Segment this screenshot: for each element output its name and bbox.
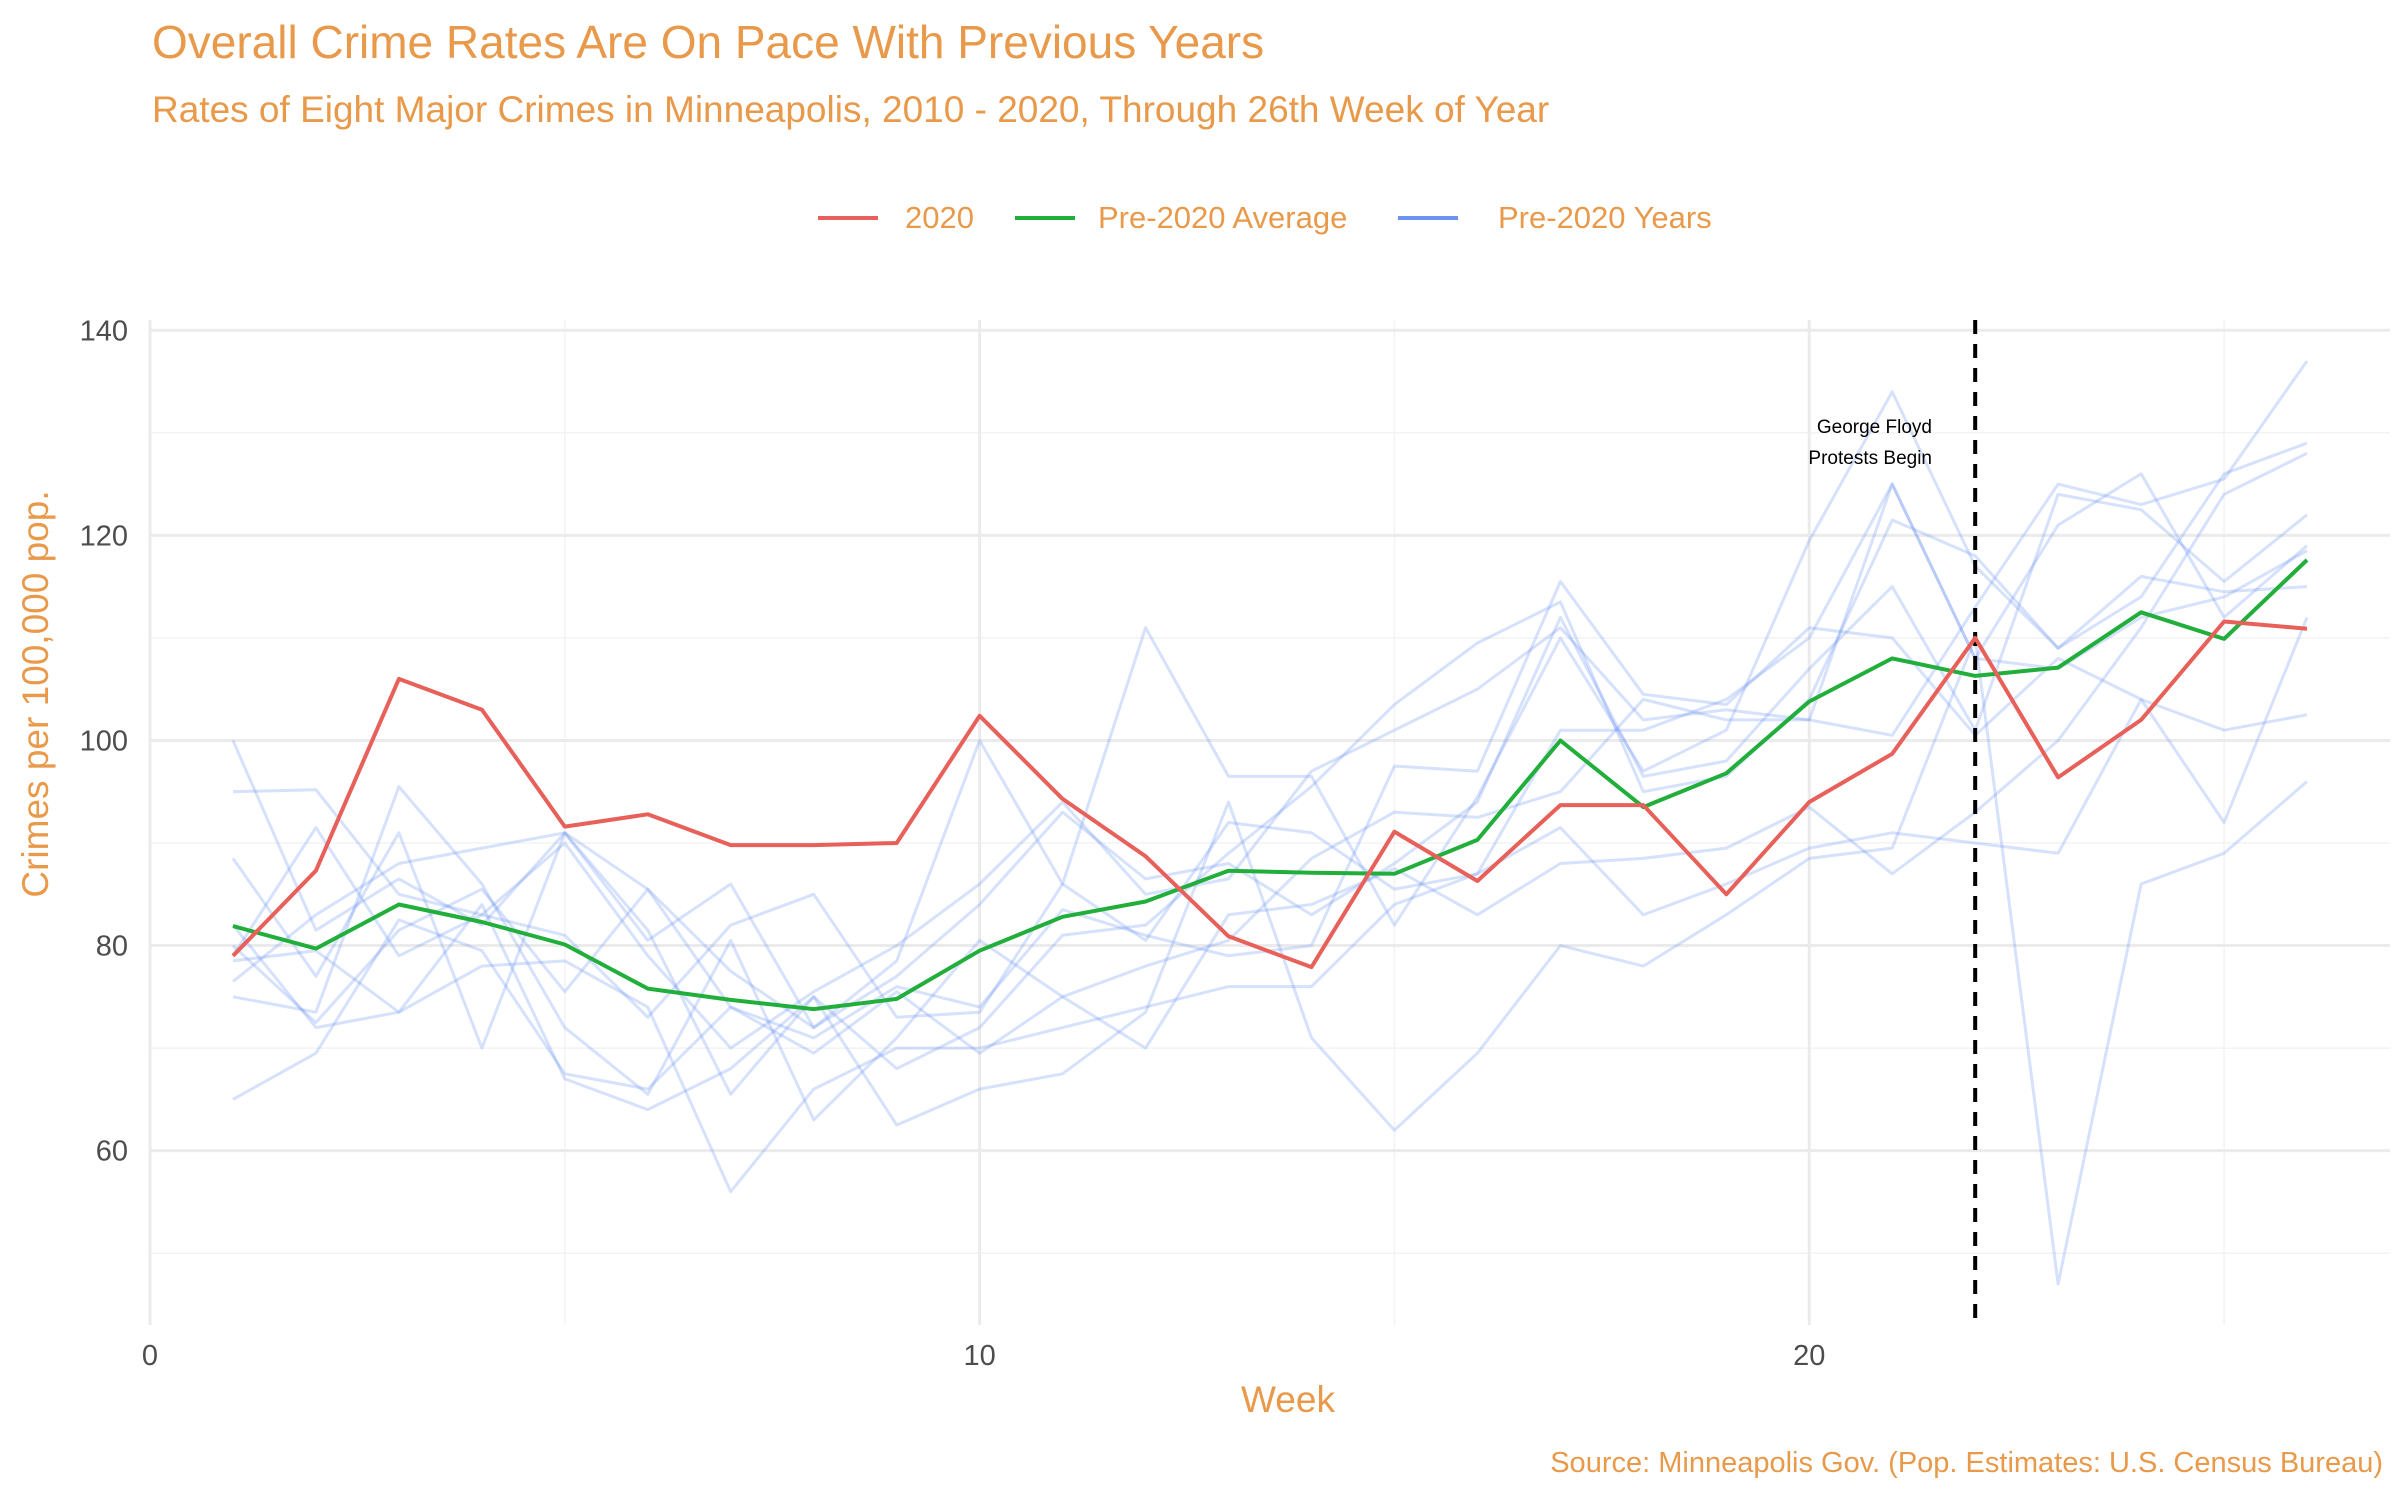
x-tick-label: 0 (142, 1340, 158, 1372)
chart-subtitle: Rates of Eight Major Crimes in Minneapol… (152, 89, 1549, 130)
y-axis-title: Crimes per 100,000 pop. (15, 490, 56, 897)
pre-2020-year-line-6 (232, 441, 2308, 1096)
y-tick-label: 60 (96, 1136, 128, 1168)
chart-title: Overall Crime Rates Are On Pace With Pre… (152, 16, 1264, 68)
series-line-2020 (231, 619, 2308, 970)
pre-2020-year-line-1 (231, 492, 2308, 1030)
y-tick-label: 140 (80, 315, 128, 347)
pre-2020-year-line-2 (232, 472, 2308, 1019)
y-tick-label: 120 (80, 520, 128, 552)
chart-caption: Source: Minneapolis Gov. (Pop. Estimates… (1550, 1447, 2383, 1479)
legend-label-pre-2020-average: Pre-2020 Average (1098, 200, 1347, 235)
pre-2020-years-lines (231, 360, 2309, 1286)
y-tick-label: 100 (80, 725, 128, 757)
legend-label-pre-2020-years: Pre-2020 Years (1498, 200, 1712, 235)
x-axis-tick-labels: 0 10 20 (142, 1340, 1825, 1372)
legend: 2020 Pre-2020 Average Pre-2020 Years (818, 200, 1712, 235)
x-tick-label: 20 (1793, 1340, 1825, 1372)
y-axis-tick-labels: 60 80 100 120 140 (80, 315, 128, 1167)
pre-2020-year-line-3 (231, 390, 2308, 1050)
main-series-lines (231, 558, 2309, 1012)
pre-2020-year-line-4 (231, 360, 2309, 1050)
pre-2020-year-line-10 (231, 616, 2309, 1194)
x-tick-label: 10 (963, 1340, 995, 1372)
y-tick-label: 80 (96, 931, 128, 963)
pre-2020-year-line-8 (232, 451, 2308, 1122)
annotation-label-line2: Protests Begin (1808, 448, 1932, 469)
legend-label-2020: 2020 (905, 200, 974, 235)
series-line-pre-2020-average (232, 558, 2309, 1012)
x-axis-title: Week (1241, 1379, 1335, 1420)
gridlines (148, 320, 2390, 1325)
protest-annotation: George Floyd Protests Begin (1808, 320, 1978, 1325)
pre-2020-year-line-7 (232, 482, 2308, 1101)
annotation-label-line1: George Floyd (1817, 417, 1932, 438)
